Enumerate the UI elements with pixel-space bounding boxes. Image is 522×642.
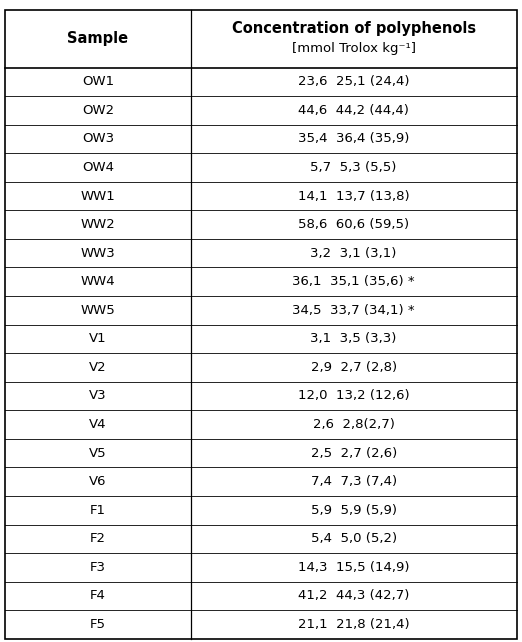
- Text: 34,5  33,7 (34,1) *: 34,5 33,7 (34,1) *: [292, 304, 415, 317]
- Text: 3,1  3,5 (3,3): 3,1 3,5 (3,3): [311, 333, 397, 345]
- Text: 44,6  44,2 (44,4): 44,6 44,2 (44,4): [298, 104, 409, 117]
- Text: F1: F1: [90, 504, 106, 517]
- Text: Sample: Sample: [67, 31, 128, 46]
- Text: V1: V1: [89, 333, 106, 345]
- Text: WW2: WW2: [80, 218, 115, 231]
- Text: 35,4  36,4 (35,9): 35,4 36,4 (35,9): [298, 132, 409, 146]
- Text: 2,9  2,7 (2,8): 2,9 2,7 (2,8): [311, 361, 397, 374]
- Text: V5: V5: [89, 447, 106, 460]
- Text: 58,6  60,6 (59,5): 58,6 60,6 (59,5): [298, 218, 409, 231]
- Text: OW2: OW2: [82, 104, 114, 117]
- Text: 2,6  2,8(2,7): 2,6 2,8(2,7): [313, 418, 395, 431]
- Text: V2: V2: [89, 361, 106, 374]
- Text: 23,6  25,1 (24,4): 23,6 25,1 (24,4): [298, 75, 409, 89]
- Text: OW3: OW3: [82, 132, 114, 146]
- Text: 21,1  21,8 (21,4): 21,1 21,8 (21,4): [298, 618, 409, 631]
- Text: 5,7  5,3 (5,5): 5,7 5,3 (5,5): [311, 161, 397, 174]
- Text: OW4: OW4: [82, 161, 114, 174]
- Text: 36,1  35,1 (35,6) *: 36,1 35,1 (35,6) *: [292, 275, 415, 288]
- Text: 5,9  5,9 (5,9): 5,9 5,9 (5,9): [311, 504, 397, 517]
- Text: F5: F5: [90, 618, 106, 631]
- Text: V6: V6: [89, 475, 106, 488]
- Text: F4: F4: [90, 589, 106, 602]
- Text: V4: V4: [89, 418, 106, 431]
- Text: 5,4  5,0 (5,2): 5,4 5,0 (5,2): [311, 532, 397, 545]
- Text: OW1: OW1: [82, 75, 114, 89]
- Text: Concentration of polyphenols: Concentration of polyphenols: [232, 21, 476, 36]
- Text: WW1: WW1: [80, 189, 115, 202]
- Text: WW5: WW5: [80, 304, 115, 317]
- Text: 12,0  13,2 (12,6): 12,0 13,2 (12,6): [298, 390, 409, 403]
- Text: V3: V3: [89, 390, 106, 403]
- Text: 7,4  7,3 (7,4): 7,4 7,3 (7,4): [311, 475, 397, 488]
- Text: 14,3  15,5 (14,9): 14,3 15,5 (14,9): [298, 561, 409, 574]
- Text: 14,1  13,7 (13,8): 14,1 13,7 (13,8): [298, 189, 409, 202]
- Text: F3: F3: [90, 561, 106, 574]
- Text: WW3: WW3: [80, 247, 115, 259]
- Text: WW4: WW4: [80, 275, 115, 288]
- Text: [mmol Trolox kg⁻¹]: [mmol Trolox kg⁻¹]: [292, 42, 416, 55]
- Text: 41,2  44,3 (42,7): 41,2 44,3 (42,7): [298, 589, 409, 602]
- Text: F2: F2: [90, 532, 106, 545]
- Text: 3,2  3,1 (3,1): 3,2 3,1 (3,1): [311, 247, 397, 259]
- Text: 2,5  2,7 (2,6): 2,5 2,7 (2,6): [311, 447, 397, 460]
